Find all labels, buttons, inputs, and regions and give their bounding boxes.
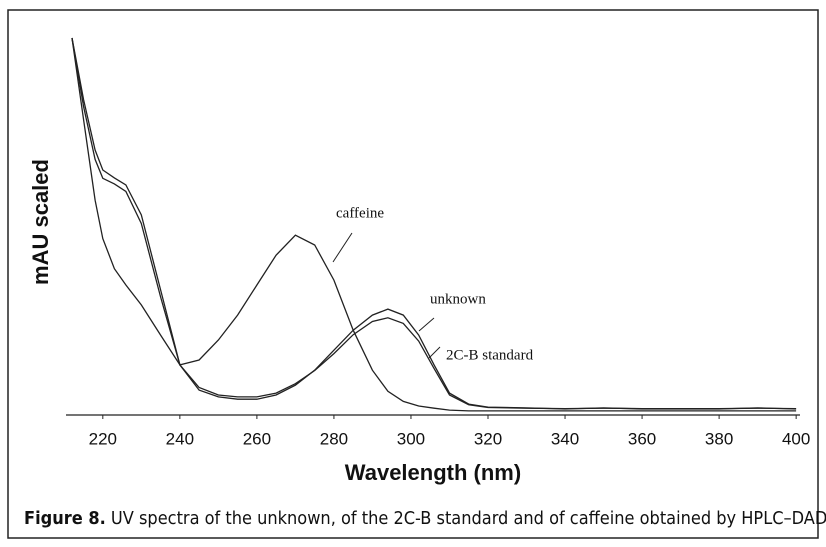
caption-label: Figure 8.: [24, 508, 106, 529]
leader-line: [332, 232, 353, 263]
x-tick-label: 260: [243, 429, 271, 448]
line-series: [71, 37, 797, 410]
series-label: 2C-B standard: [446, 347, 534, 363]
frame: [7, 9, 819, 539]
x-tick-label: 340: [551, 429, 579, 448]
x-tick-label: 220: [89, 429, 117, 448]
leader-line: [418, 317, 435, 332]
x-tick-label: 300: [397, 429, 425, 448]
line-series: [71, 37, 797, 412]
x-tick-label: 360: [628, 429, 656, 448]
caption-text: UV spectra of the unknown, of the 2C-B s…: [111, 508, 826, 529]
x-tick-label: 400: [782, 429, 810, 448]
x-axis-title: Wavelength (nm): [345, 460, 521, 485]
leader-line: [428, 346, 441, 359]
y-axis-title: mAU scaled: [28, 159, 53, 285]
series-label: caffeine: [336, 205, 384, 221]
caption: Figure 8. UV spectra of the unknown, of …: [24, 508, 826, 529]
x-tick-label: 320: [474, 429, 502, 448]
x-tick-label: 280: [320, 429, 348, 448]
x-tick-label: 240: [166, 429, 194, 448]
series-label: unknown: [430, 291, 486, 307]
x-tick-label: 380: [705, 429, 733, 448]
